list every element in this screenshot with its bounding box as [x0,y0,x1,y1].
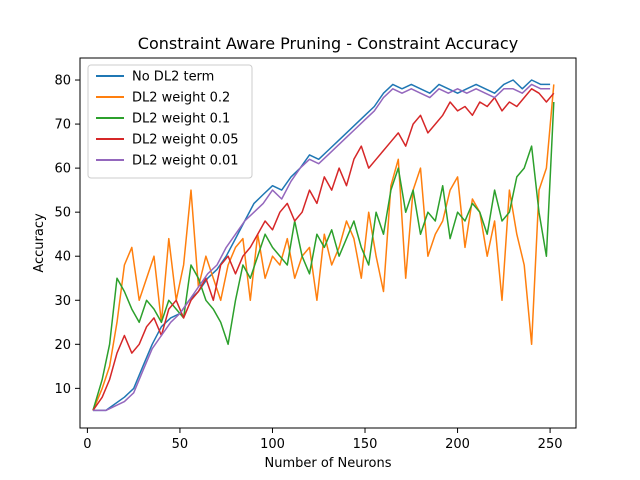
legend-label-1: DL2 weight 0.2 [132,91,230,106]
legend-label-2: DL2 weight 0.1 [132,112,230,127]
legend-label-4: DL2 weight 0.01 [132,154,239,169]
series-line-1 [92,84,555,411]
y-tick-label-4: 50 [54,206,71,221]
x-tick-label-1: 50 [172,437,189,452]
series-line-2 [92,101,555,411]
y-tick-label-1: 20 [54,338,71,353]
x-tick-label-2: 100 [260,437,285,452]
series-line-4 [93,83,551,412]
legend-box [87,64,253,179]
y-axis-label: Accuracy [32,213,47,273]
y-tick-label-2: 30 [54,294,71,309]
x-tick-label-0: 0 [83,437,91,452]
x-tick-label-4: 200 [445,437,470,452]
series-layer [92,79,555,412]
chart-title: Constraint Aware Pruning - Constraint Ac… [138,34,518,53]
x-axis-label: Number of Neurons [264,456,391,471]
y-axis-ticks: 10 20 30 40 50 60 70 80 [54,74,80,397]
x-tick-label-3: 150 [353,437,378,452]
plot-frame [79,57,577,429]
legend-label-0: No DL2 term [132,70,214,85]
y-tick-label-0: 10 [54,382,71,397]
series-line-3 [92,88,555,411]
y-tick-label-7: 80 [54,74,71,89]
x-axis-ticks: 0 50 100 150 200 250 [83,428,563,452]
y-tick-label-5: 60 [54,162,71,177]
y-tick-label-6: 70 [54,118,71,133]
x-tick-label-5: 250 [538,437,563,452]
y-tick-label-3: 40 [54,250,71,265]
legend-label-3: DL2 weight 0.05 [132,133,239,148]
legend: No DL2 term DL2 weight 0.2 DL2 weight 0.1 D… [87,64,253,179]
